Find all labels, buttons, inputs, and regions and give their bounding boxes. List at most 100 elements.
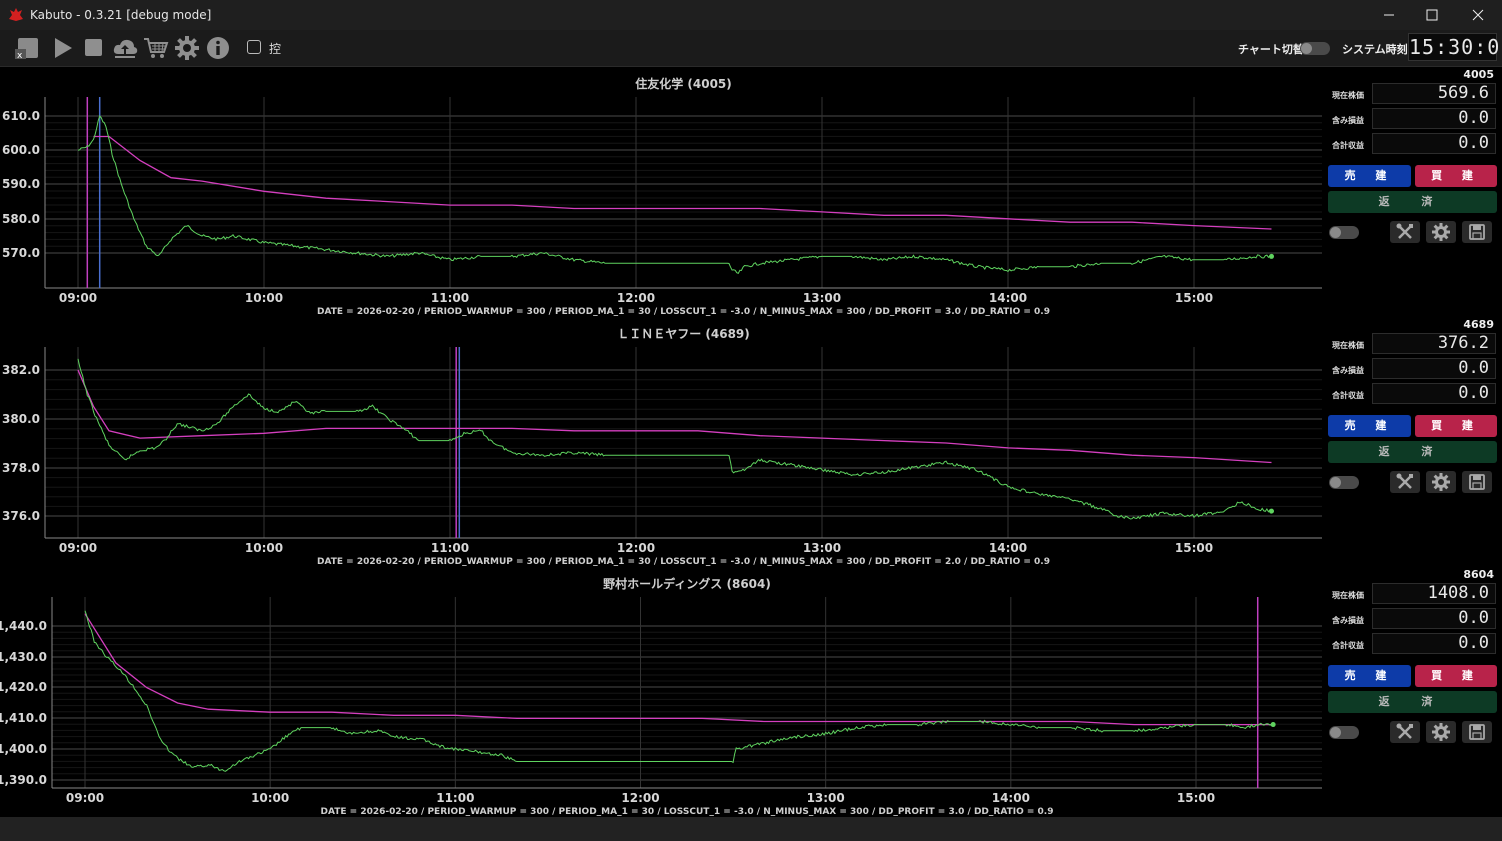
tools-icon xyxy=(1396,723,1413,739)
y-tick-label: 1,440.0 xyxy=(0,619,47,633)
gear-icon[interactable] xyxy=(174,35,200,61)
y-tick-label: 610.0 xyxy=(2,109,40,123)
x-tick-label: 11:00 xyxy=(431,291,469,305)
price-label: 現在株価 xyxy=(1332,341,1364,350)
settings-button[interactable] xyxy=(1426,471,1456,493)
x-tick-label: 15:00 xyxy=(1177,791,1215,805)
chart-title: 住友化学 (4005) xyxy=(635,76,732,91)
unrealized-display: 0.0 xyxy=(1372,108,1496,129)
last-price-dot xyxy=(1269,253,1274,259)
moving-average-line xyxy=(77,369,1272,464)
sell-button[interactable]: 売 建 xyxy=(1328,415,1411,437)
stop-icon[interactable] xyxy=(81,35,107,61)
y-tick-label: 580.0 xyxy=(2,212,40,226)
auto-trade-toggle[interactable] xyxy=(1329,726,1359,739)
unrealized-display: 0.0 xyxy=(1372,358,1496,379)
x-tick-label: 13:00 xyxy=(803,541,841,555)
chart-switch-toggle[interactable] xyxy=(1300,42,1330,55)
save-button[interactable] xyxy=(1462,721,1492,743)
chart-params: DATE = 2026-02-20 / PERIOD_WARMUP = 300 … xyxy=(317,557,1050,567)
price-line xyxy=(77,115,1272,275)
y-tick-label: 376.0 xyxy=(2,509,40,523)
toggle-knob xyxy=(1330,227,1341,238)
chart-title: 野村ホールディングス (8604) xyxy=(603,576,771,591)
minimize-button[interactable] xyxy=(1366,0,1412,30)
repay-button[interactable]: 返 済 xyxy=(1328,441,1497,463)
auto-trade-toggle[interactable] xyxy=(1329,476,1359,489)
y-tick-label: 590.0 xyxy=(2,177,40,191)
buy-button[interactable]: 買 建 xyxy=(1415,165,1497,187)
total-profit-display: 0.0 xyxy=(1372,633,1496,654)
x-tick-label: 09:00 xyxy=(59,541,97,555)
price-display: 1408.0 xyxy=(1372,583,1496,604)
price-display: 569.6 xyxy=(1372,83,1496,104)
excel-icon[interactable]: x xyxy=(14,35,40,61)
save-icon xyxy=(1469,724,1485,740)
x-tick-label: 14:00 xyxy=(992,791,1030,805)
save-icon xyxy=(1469,474,1485,490)
settings-button[interactable] xyxy=(1426,221,1456,243)
ticker-code: 4005 xyxy=(1463,68,1494,81)
y-tick-label: 1,410.0 xyxy=(0,711,47,725)
x-tick-label: 14:00 xyxy=(989,291,1027,305)
save-button[interactable] xyxy=(1462,221,1492,243)
tools-button[interactable] xyxy=(1390,471,1420,493)
x-tick-label: 09:00 xyxy=(66,791,104,805)
y-tick-label: 1,430.0 xyxy=(0,650,47,664)
tools-button[interactable] xyxy=(1390,221,1420,243)
sell-button[interactable]: 売 建 xyxy=(1328,665,1411,687)
repay-button[interactable]: 返 済 xyxy=(1328,191,1497,213)
svg-text:x: x xyxy=(17,51,23,61)
settings-button[interactable] xyxy=(1426,721,1456,743)
y-tick-label: 1,400.0 xyxy=(0,742,47,756)
maximize-button[interactable] xyxy=(1409,0,1455,30)
kabuto-logo-icon xyxy=(9,8,23,21)
y-tick-label: 600.0 xyxy=(2,143,40,157)
moving-average-line xyxy=(84,613,1274,726)
status-bar xyxy=(0,817,1502,841)
play-icon[interactable] xyxy=(50,35,76,61)
ticker-panel-4689: 4689 現在株価 376.2 含み損益 0.0 合計収益 0.0 売 建 買 … xyxy=(1322,317,1502,567)
gear-icon xyxy=(1432,473,1450,491)
sell-button[interactable]: 売 建 xyxy=(1328,165,1411,187)
repay-button[interactable]: 返 済 xyxy=(1328,691,1497,713)
cart-icon[interactable] xyxy=(143,35,169,61)
system-time-display: 15:30:01 xyxy=(1408,33,1502,61)
control-checkbox[interactable] xyxy=(247,40,261,54)
price-label: 現在株価 xyxy=(1332,591,1364,600)
x-tick-label: 11:00 xyxy=(436,791,474,805)
unrealized-label: 含み損益 xyxy=(1332,366,1364,375)
x-tick-label: 12:00 xyxy=(621,791,659,805)
auto-trade-toggle[interactable] xyxy=(1329,226,1359,239)
y-tick-label: 378.0 xyxy=(2,461,40,475)
window-title: Kabuto - 0.3.21 [debug mode] xyxy=(30,8,212,22)
price-line xyxy=(77,358,1272,520)
charts-area: 610.0 600.0 590.0 580.0 570.0 09:00 10:00 11:00… xyxy=(0,67,1322,817)
buy-button[interactable]: 買 建 xyxy=(1415,665,1497,687)
x-tick-label: 14:00 xyxy=(989,541,1027,555)
unrealized-display: 0.0 xyxy=(1372,608,1496,629)
x-tick-label: 15:00 xyxy=(1175,291,1213,305)
total-profit-display: 0.0 xyxy=(1372,383,1496,404)
cloud-upload-icon[interactable] xyxy=(112,35,138,61)
toggle-knob xyxy=(1301,43,1312,54)
y-tick-label: 1,390.0 xyxy=(0,773,47,787)
x-tick-label: 11:00 xyxy=(431,541,469,555)
tools-button[interactable] xyxy=(1390,721,1420,743)
info-icon[interactable] xyxy=(205,35,231,61)
total-profit-label: 合計収益 xyxy=(1332,141,1364,150)
x-tick-label: 12:00 xyxy=(617,291,655,305)
save-button[interactable] xyxy=(1462,471,1492,493)
ticker-code: 8604 xyxy=(1463,568,1494,581)
x-tick-label: 09:00 xyxy=(59,291,97,305)
x-tick-label: 12:00 xyxy=(617,541,655,555)
x-tick-label: 10:00 xyxy=(251,791,289,805)
unrealized-label: 含み損益 xyxy=(1332,616,1364,625)
tools-icon xyxy=(1396,473,1413,489)
y-tick-label: 570.0 xyxy=(2,246,40,260)
close-button[interactable] xyxy=(1455,0,1501,30)
last-price-dot xyxy=(1270,722,1276,728)
buy-button[interactable]: 買 建 xyxy=(1415,415,1497,437)
system-time-label: システム時刻 xyxy=(1342,43,1408,56)
price-line xyxy=(84,610,1274,772)
